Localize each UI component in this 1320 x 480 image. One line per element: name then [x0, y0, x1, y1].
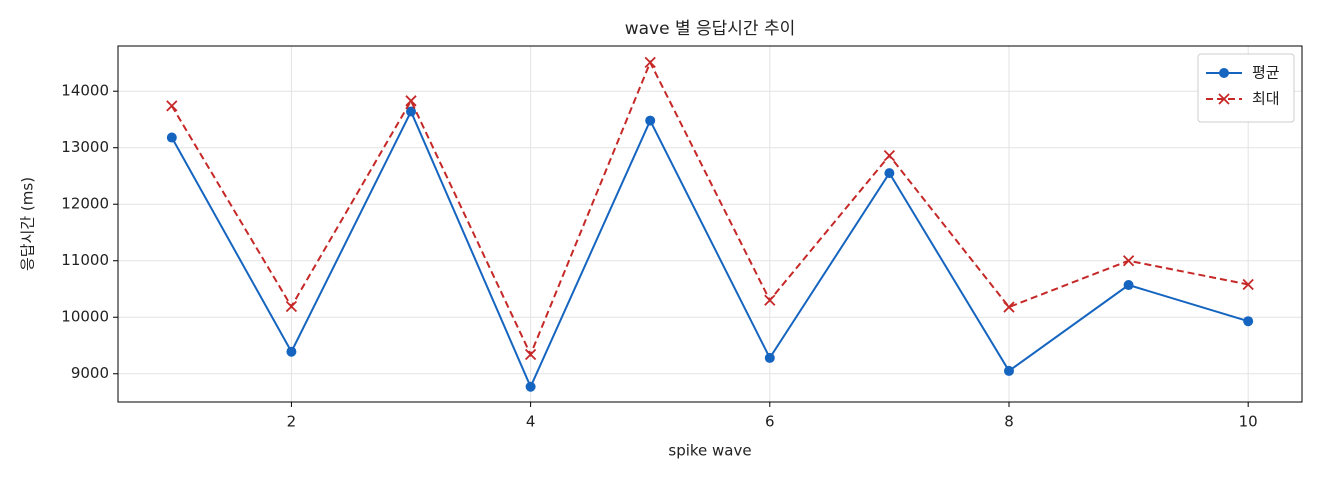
marker: [166, 100, 178, 112]
y-tick-label: 13000: [61, 138, 109, 156]
legend-label: 최대: [1252, 90, 1280, 108]
marker: [883, 149, 896, 162]
plot-frame: [117, 45, 1303, 403]
marker: [406, 106, 417, 117]
marker: [1123, 280, 1134, 291]
y-tick-label: 14000: [61, 82, 109, 100]
marker: [525, 381, 536, 392]
marker: [286, 346, 297, 357]
marker: [166, 132, 177, 143]
legend-marker: [1218, 93, 1230, 105]
x-tick-label: 4: [526, 413, 536, 431]
marker: [1003, 301, 1015, 313]
y-axis-label: 응답시간 (ms): [19, 177, 37, 271]
x-axis-label: spike wave: [668, 442, 751, 460]
y-tick-label: 12000: [61, 195, 109, 213]
x-tick-label: 2: [287, 413, 297, 431]
marker: [1122, 255, 1135, 267]
series-line: [170, 59, 1249, 358]
marker: [644, 56, 656, 69]
y-tick-label: 10000: [61, 308, 109, 326]
legend-marker: [1219, 68, 1229, 78]
marker: [1003, 365, 1014, 376]
series-line: [170, 109, 1249, 390]
marker: [884, 168, 895, 179]
y-tick-label: 9000: [71, 364, 109, 382]
marker: [285, 300, 298, 313]
marker: [645, 115, 656, 126]
y-tick-label: 11000: [61, 251, 109, 269]
x-tick-label: 8: [1004, 413, 1014, 431]
legend-label: 평균: [1252, 64, 1280, 82]
marker: [405, 95, 417, 107]
chart-title: wave 별 응답시간 추이: [625, 19, 796, 39]
marker: [764, 294, 776, 306]
marker: [1242, 278, 1254, 291]
x-tick-label: 6: [765, 413, 775, 431]
marker: [1243, 316, 1254, 327]
marker: [524, 348, 537, 361]
marker: [764, 352, 775, 363]
x-tick-label: 10: [1239, 413, 1258, 431]
